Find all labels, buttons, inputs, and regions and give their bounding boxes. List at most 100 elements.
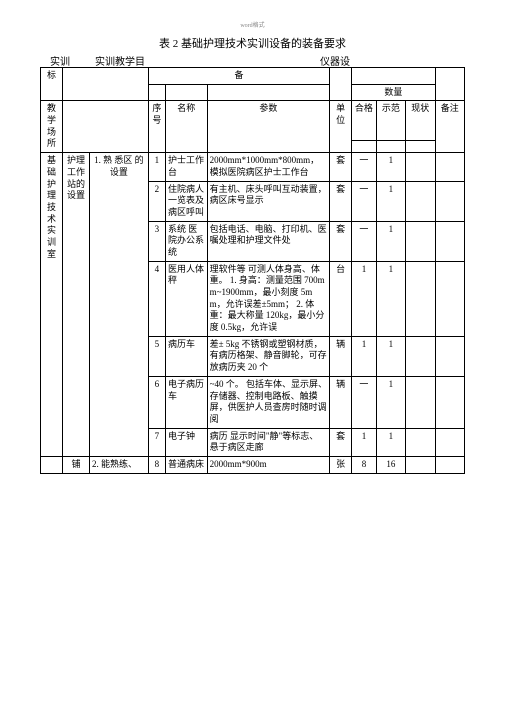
cell-hege: 1: [352, 428, 377, 456]
cell-shifan: 1: [376, 221, 405, 261]
table-row-footer: 铺 2. 能熟练、 8 普通病床 2000mm*900m 张 8 16: [41, 456, 465, 473]
cell-seq: 2: [148, 181, 165, 221]
cell-shifan: 1: [376, 153, 405, 181]
cell-xz: [406, 221, 435, 261]
cell-hege: 1: [352, 336, 377, 376]
cell-shifan: 1: [376, 181, 405, 221]
footer-params: 2000mm*900m: [207, 456, 330, 473]
footer-col2: 2. 能熟练、: [90, 456, 149, 473]
header-bei: 备: [148, 68, 329, 85]
cell-shifan: 1: [376, 376, 405, 428]
cell-name: 系统 医院办公系统: [165, 221, 207, 261]
cell-hege: 一: [352, 221, 377, 261]
header-blank3: [352, 68, 435, 85]
cell-seq: 5: [148, 336, 165, 376]
footer-remark: [435, 456, 464, 473]
footer-hege: 8: [352, 456, 377, 473]
group-main: 基础护理技术实训室: [41, 153, 63, 457]
footer-xz: [406, 456, 435, 473]
cell-params: 差± 5kg 不锈钢或塑钢材质，有病历格架、静音脚轮，可存放病历夹 20 个: [207, 336, 330, 376]
cell-seq: 7: [148, 428, 165, 456]
cell-unit: 套: [330, 428, 352, 456]
main-table: 标 备 数量 教学场所 序号 名称 参数 单位 合格 示范 现状 备注: [40, 67, 465, 474]
header-xianzhuang: 现状: [406, 101, 435, 141]
cell-name: 医用人体秤: [165, 261, 207, 336]
header-shifan-blank: [376, 141, 405, 153]
cell-unit: 辆: [330, 336, 352, 376]
header-xz-blank: [406, 141, 435, 153]
cell-params: ~40 个。 包括车体、显示屏、存储器、控制电路板、触摸屏，供医护人员查房时随时…: [207, 376, 330, 428]
header-seq-spacer: [148, 84, 165, 101]
cell-xz: [406, 336, 435, 376]
cell-shifan: 1: [376, 336, 405, 376]
footer-col1: [41, 456, 63, 473]
cell-seq: 6: [148, 376, 165, 428]
header-params: 参数: [207, 101, 330, 153]
cell-xz: [406, 181, 435, 221]
cell-name: 住院病人一览表及病区呼叫: [165, 181, 207, 221]
footer-seq: 8: [148, 456, 165, 473]
cell-name: 电子钟: [165, 428, 207, 456]
header-remark: 备注: [435, 101, 464, 153]
cell-hege: 一: [352, 153, 377, 181]
group-obj1: 1. 熟 悉区 的设置: [90, 153, 149, 457]
table-title: 表 2 基础护理技术实训设备的装备要求: [40, 35, 465, 51]
cell-xz: [406, 376, 435, 428]
cell-shifan: 1: [376, 428, 405, 456]
cell-xz: [406, 153, 435, 181]
cell-remark: [435, 153, 464, 181]
header-blank4: [435, 68, 464, 101]
cell-params: 有主机、床头呼叫互动装置，病区床号显示: [207, 181, 330, 221]
header-qty-group: 数量: [352, 84, 435, 101]
sub-label-right: 仪器设: [320, 53, 350, 68]
table-row: 基础护理技术实训室 护理工作站的设置 1. 熟 悉区 的设置 1 护士工作台 2…: [41, 153, 465, 181]
cell-shifan: 1: [376, 261, 405, 336]
header-name-spacer: [165, 84, 207, 101]
cell-remark: [435, 428, 464, 456]
footer-shifan: 16: [376, 456, 405, 473]
header-biao: 标: [41, 68, 63, 101]
header-place: 教学场所: [41, 101, 63, 153]
cell-xz: [406, 261, 435, 336]
cell-name: 病历车: [165, 336, 207, 376]
cell-unit: 套: [330, 153, 352, 181]
header-hege: 合格: [352, 101, 377, 141]
header-hege-blank: [352, 141, 377, 153]
footer-col1b: 铺: [63, 456, 90, 473]
sub-label-left: 实训: [50, 53, 70, 68]
sub-label-mid: 实训教学目: [95, 53, 145, 68]
cell-params: 理软件等 可测人体身高、体重。 1. 身高：测量范围 700mm~1900mm，…: [207, 261, 330, 336]
cell-hege: 一: [352, 181, 377, 221]
header-marker: word格式: [40, 20, 465, 29]
cell-unit: 辆: [330, 376, 352, 428]
cell-remark: [435, 181, 464, 221]
cell-remark: [435, 261, 464, 336]
header-blank2: [330, 68, 352, 101]
cell-hege: 一: [352, 376, 377, 428]
footer-name: 普通病床: [165, 456, 207, 473]
header-empty: [63, 101, 149, 153]
cell-seq: 1: [148, 153, 165, 181]
cell-params: 2000mm*1000mm*800mm，模拟医院病区护士工作台: [207, 153, 330, 181]
cell-remark: [435, 376, 464, 428]
footer-unit: 张: [330, 456, 352, 473]
header-seq: 序号: [148, 101, 165, 153]
cell-params: 病历 显示时间"静"等标志、悬于病区走廊: [207, 428, 330, 456]
header-blank: [63, 68, 149, 101]
cell-params: 包括电话、电脑、打印机、医嘱处理和护理文件处: [207, 221, 330, 261]
cell-seq: 3: [148, 221, 165, 261]
group-sub1: 护理工作站的设置: [63, 153, 90, 457]
cell-name: 护士工作台: [165, 153, 207, 181]
cell-name: 电子病历车: [165, 376, 207, 428]
cell-xz: [406, 428, 435, 456]
cell-seq: 4: [148, 261, 165, 336]
header-shifan: 示范: [376, 101, 405, 141]
cell-unit: 套: [330, 181, 352, 221]
header-unit: 单位: [330, 101, 352, 153]
cell-remark: [435, 221, 464, 261]
cell-remark: [435, 336, 464, 376]
header-params-spacer: [207, 84, 330, 101]
header-name: 名称: [165, 101, 207, 153]
cell-unit: 套: [330, 221, 352, 261]
cell-hege: 1: [352, 261, 377, 336]
